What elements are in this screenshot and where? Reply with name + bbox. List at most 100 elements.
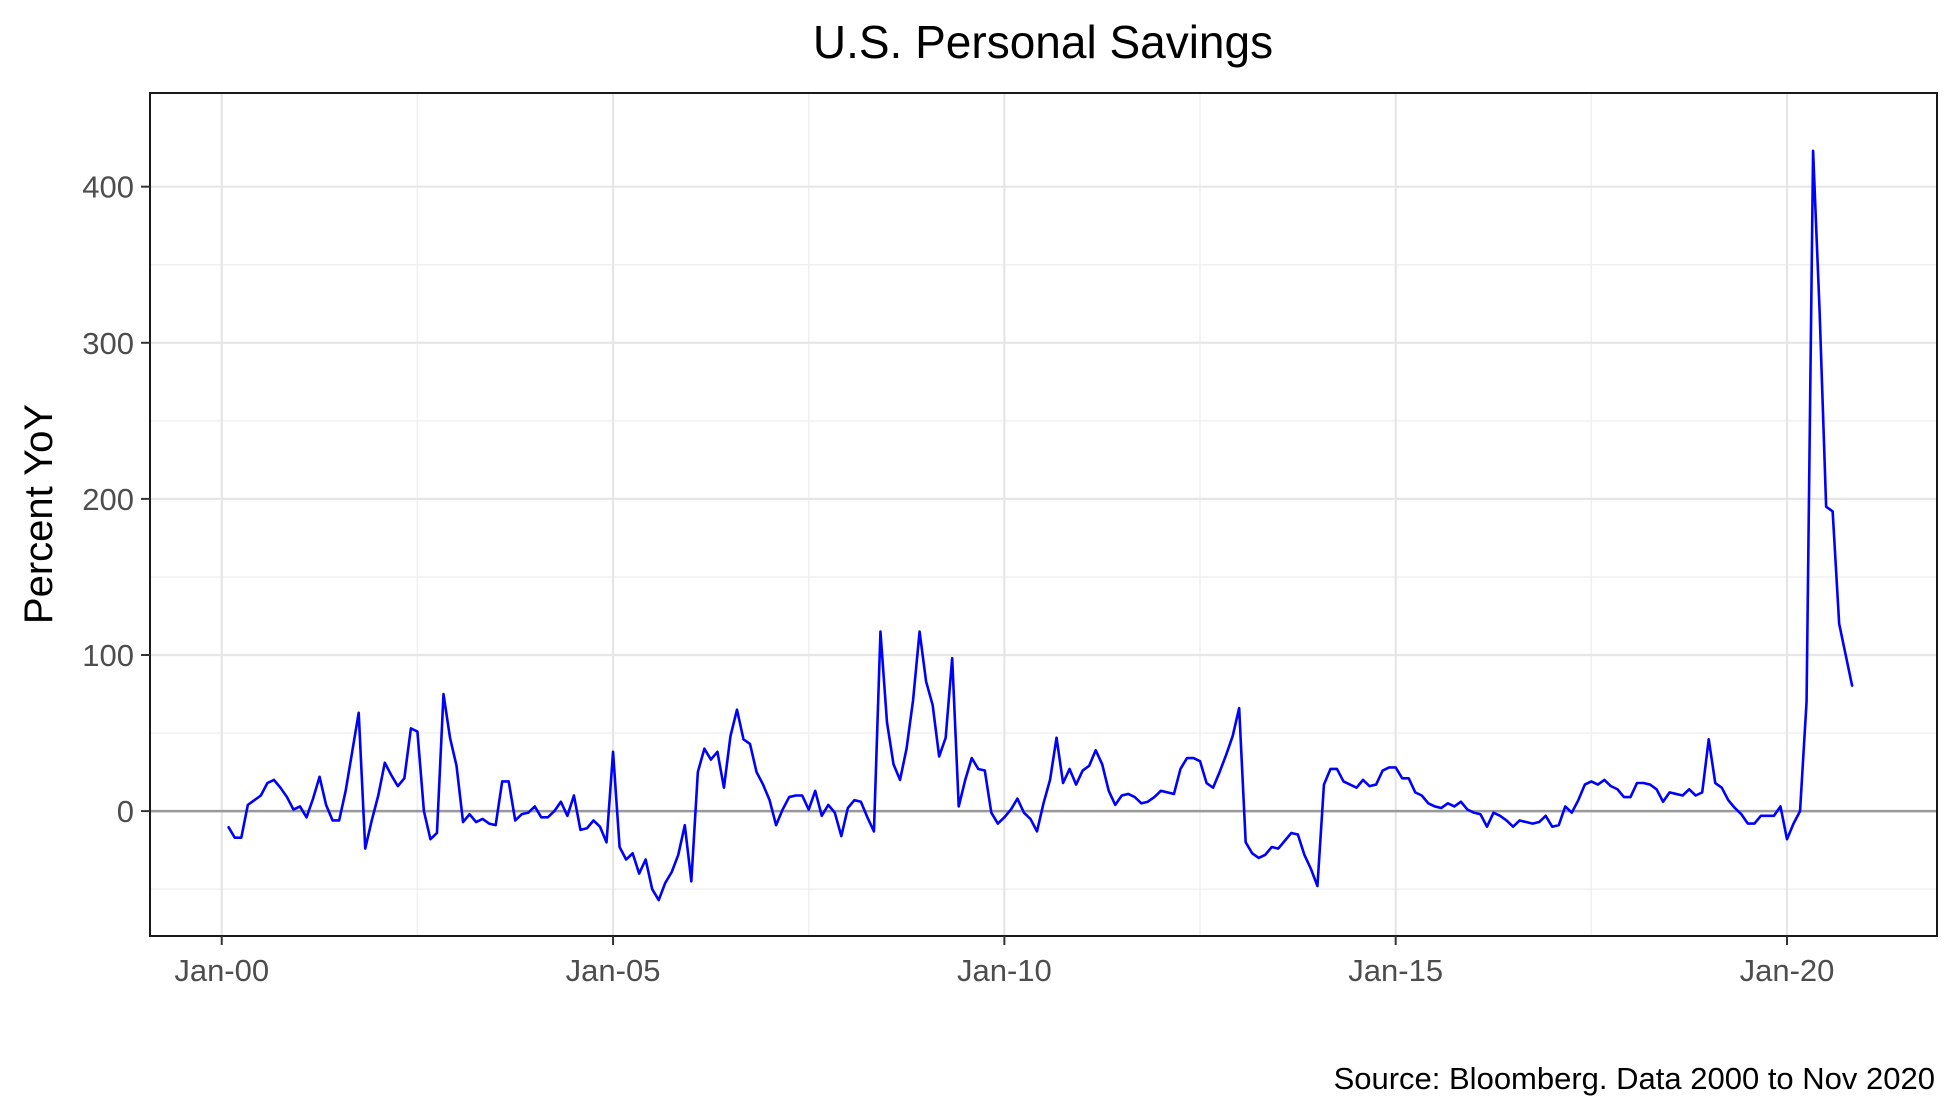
data-point — [1192, 757, 1195, 759]
data-point — [977, 768, 980, 770]
data-point — [475, 821, 477, 823]
data-point — [742, 738, 745, 741]
data-point — [1460, 800, 1462, 803]
data-point — [1375, 783, 1377, 786]
data-point — [1714, 782, 1717, 784]
data-point — [644, 858, 647, 861]
data-point — [1538, 821, 1540, 823]
data-point — [775, 824, 777, 826]
data-point — [227, 825, 230, 828]
data-point — [357, 711, 360, 714]
data-point — [1225, 754, 1227, 756]
data-point — [481, 818, 484, 820]
data-point — [1284, 839, 1286, 842]
data-point — [1734, 807, 1736, 809]
data-point — [1473, 811, 1475, 814]
data-point — [1323, 783, 1325, 786]
data-point — [312, 797, 314, 800]
data-point — [1760, 814, 1762, 817]
data-point — [631, 852, 634, 855]
data-point — [1120, 794, 1123, 797]
plot-panel — [150, 93, 1937, 936]
data-point — [1447, 802, 1449, 805]
y-tick-label: 400 — [82, 170, 134, 205]
data-point — [1310, 868, 1312, 870]
data-point — [1101, 763, 1103, 766]
data-point — [397, 785, 399, 787]
data-point — [599, 825, 601, 828]
data-point — [325, 804, 327, 806]
data-point — [1277, 847, 1280, 850]
data-point — [1205, 782, 1208, 784]
data-point — [260, 794, 262, 797]
data-point — [514, 819, 517, 822]
y-tick-label: 100 — [82, 638, 134, 673]
data-point — [1355, 786, 1358, 789]
data-point — [1636, 782, 1638, 784]
data-point — [1668, 791, 1671, 794]
data-point — [1597, 783, 1599, 786]
data-point — [1740, 813, 1743, 816]
data-point — [279, 786, 282, 789]
data-point — [1792, 822, 1795, 825]
data-point — [344, 790, 347, 792]
data-point — [1016, 797, 1019, 800]
data-point — [801, 794, 803, 797]
data-point — [1577, 799, 1580, 801]
data-point — [879, 630, 882, 633]
data-point — [957, 805, 960, 808]
data-point — [1486, 825, 1488, 828]
data-point — [1186, 757, 1188, 759]
data-point — [507, 780, 510, 783]
data-point — [547, 816, 549, 819]
data-point — [370, 819, 373, 822]
data-point — [1851, 685, 1854, 688]
data-point — [1160, 790, 1162, 792]
data-point — [1342, 780, 1345, 783]
caption: Source: Bloomberg. Data 2000 to Nov 2020 — [1334, 1061, 1935, 1096]
data-point — [1042, 802, 1045, 805]
data-point — [410, 727, 412, 730]
data-point — [657, 899, 660, 901]
data-point — [1453, 805, 1456, 808]
data-point — [625, 858, 627, 861]
data-point — [364, 847, 367, 850]
data-point — [736, 708, 738, 711]
data-point — [383, 761, 386, 764]
data-point — [964, 779, 967, 781]
data-point — [886, 721, 888, 723]
data-point — [240, 836, 243, 839]
data-point — [1401, 777, 1403, 780]
data-point — [1134, 796, 1136, 798]
data-point — [931, 704, 934, 706]
data-point — [318, 775, 321, 778]
data-point — [1720, 786, 1723, 789]
data-point — [1179, 768, 1182, 770]
data-point — [1362, 779, 1364, 781]
data-point — [807, 808, 810, 811]
data-point — [873, 830, 875, 833]
data-point — [1786, 838, 1788, 841]
data-point — [1029, 818, 1032, 820]
data-point — [944, 736, 947, 739]
data-point — [1368, 785, 1371, 787]
data-point — [703, 747, 706, 750]
data-point — [573, 794, 575, 797]
data-point — [527, 811, 530, 814]
data-point — [951, 657, 953, 659]
data-point — [351, 750, 353, 753]
data-point — [1440, 807, 1443, 809]
data-point — [1531, 822, 1534, 825]
data-point — [1518, 819, 1521, 822]
data-point — [847, 807, 849, 809]
data-point — [1218, 771, 1221, 773]
data-point — [1479, 813, 1482, 816]
data-point — [1623, 796, 1625, 798]
data-point — [592, 819, 595, 822]
data-point — [905, 747, 908, 750]
data-point — [566, 814, 569, 817]
data-point — [1114, 804, 1117, 806]
data-point — [749, 743, 751, 745]
data-point — [670, 871, 673, 873]
